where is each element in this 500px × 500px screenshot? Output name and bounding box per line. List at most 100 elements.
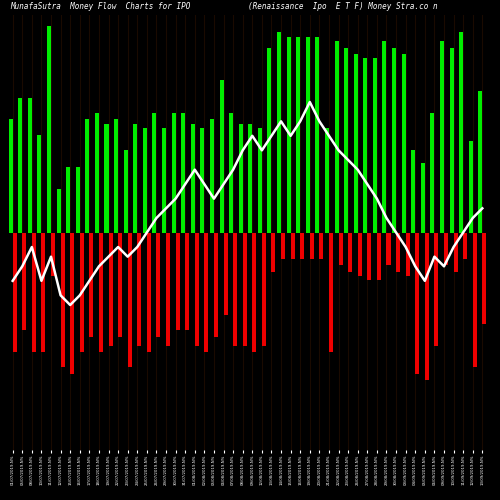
Bar — [406, 232, 409, 276]
Bar — [306, 37, 310, 232]
Bar — [128, 232, 132, 368]
Bar — [147, 232, 151, 352]
Bar — [238, 124, 242, 232]
Bar — [86, 120, 89, 232]
Bar — [281, 232, 285, 258]
Bar — [18, 98, 22, 232]
Bar — [172, 113, 175, 232]
Bar — [450, 48, 454, 232]
Bar — [344, 48, 348, 232]
Bar — [396, 232, 400, 272]
Bar — [320, 232, 324, 258]
Bar — [440, 41, 444, 232]
Bar — [334, 41, 338, 232]
Bar — [310, 232, 314, 258]
Bar — [258, 128, 262, 232]
Bar — [162, 128, 166, 232]
Bar — [191, 124, 195, 232]
Bar — [118, 232, 122, 337]
Bar — [430, 113, 434, 232]
Bar — [268, 48, 272, 232]
Bar — [377, 232, 381, 280]
Bar — [386, 232, 390, 265]
Bar — [22, 232, 26, 330]
Bar — [124, 150, 128, 232]
Bar — [402, 54, 406, 233]
Bar — [364, 58, 368, 233]
Bar — [229, 113, 233, 232]
Bar — [338, 232, 342, 265]
Bar — [56, 189, 60, 232]
Bar — [156, 232, 160, 337]
Bar — [133, 124, 138, 232]
Bar — [60, 232, 64, 368]
Bar — [358, 232, 362, 276]
Bar — [66, 167, 70, 232]
Bar — [90, 232, 94, 337]
Bar — [478, 91, 482, 233]
Bar — [176, 232, 180, 330]
Bar — [368, 232, 372, 280]
Bar — [444, 232, 448, 265]
Bar — [143, 128, 147, 232]
Bar — [114, 120, 118, 232]
Bar — [354, 54, 358, 233]
Bar — [76, 167, 80, 232]
Bar — [8, 120, 12, 232]
Bar — [434, 232, 438, 345]
Bar — [220, 80, 224, 233]
Bar — [210, 120, 214, 232]
Bar — [195, 232, 199, 345]
Bar — [482, 232, 486, 324]
Bar — [51, 232, 55, 276]
Bar — [472, 232, 477, 368]
Bar — [224, 232, 228, 315]
Bar — [185, 232, 189, 330]
Bar — [262, 232, 266, 345]
Bar — [108, 232, 112, 345]
Bar — [12, 232, 16, 352]
Bar — [411, 150, 415, 232]
Bar — [329, 232, 333, 352]
Bar — [95, 113, 99, 232]
Bar — [28, 98, 32, 232]
Bar — [325, 128, 329, 232]
Bar — [42, 232, 46, 352]
Bar — [425, 232, 429, 380]
Bar — [277, 32, 281, 232]
Bar — [252, 232, 256, 352]
Bar — [415, 232, 420, 374]
Bar — [248, 124, 252, 232]
Bar — [38, 134, 42, 232]
Bar — [382, 41, 386, 232]
Bar — [200, 128, 204, 232]
Bar — [373, 58, 377, 233]
Bar — [463, 232, 467, 258]
Bar — [99, 232, 103, 352]
Bar — [104, 124, 108, 232]
Bar — [296, 37, 300, 232]
Bar — [166, 232, 170, 345]
Bar — [459, 32, 463, 232]
Bar — [468, 141, 472, 233]
Bar — [181, 113, 185, 232]
Bar — [47, 26, 51, 233]
Bar — [348, 232, 352, 272]
Bar — [138, 232, 141, 345]
Bar — [32, 232, 36, 352]
Bar — [392, 48, 396, 232]
Bar — [316, 37, 320, 232]
Bar — [152, 113, 156, 232]
Bar — [454, 232, 458, 272]
Bar — [272, 232, 276, 272]
Bar — [204, 232, 208, 352]
Bar — [233, 232, 237, 345]
Text: MunafaSutra  Money Flow  Charts for IPO: MunafaSutra Money Flow Charts for IPO — [10, 2, 190, 11]
Text: (Renaissance  Ipo  E T F) Money Stra.co n: (Renaissance Ipo E T F) Money Stra.co n — [248, 2, 437, 11]
Bar — [242, 232, 246, 345]
Bar — [421, 163, 425, 232]
Bar — [214, 232, 218, 337]
Bar — [290, 232, 294, 258]
Bar — [300, 232, 304, 258]
Bar — [80, 232, 84, 352]
